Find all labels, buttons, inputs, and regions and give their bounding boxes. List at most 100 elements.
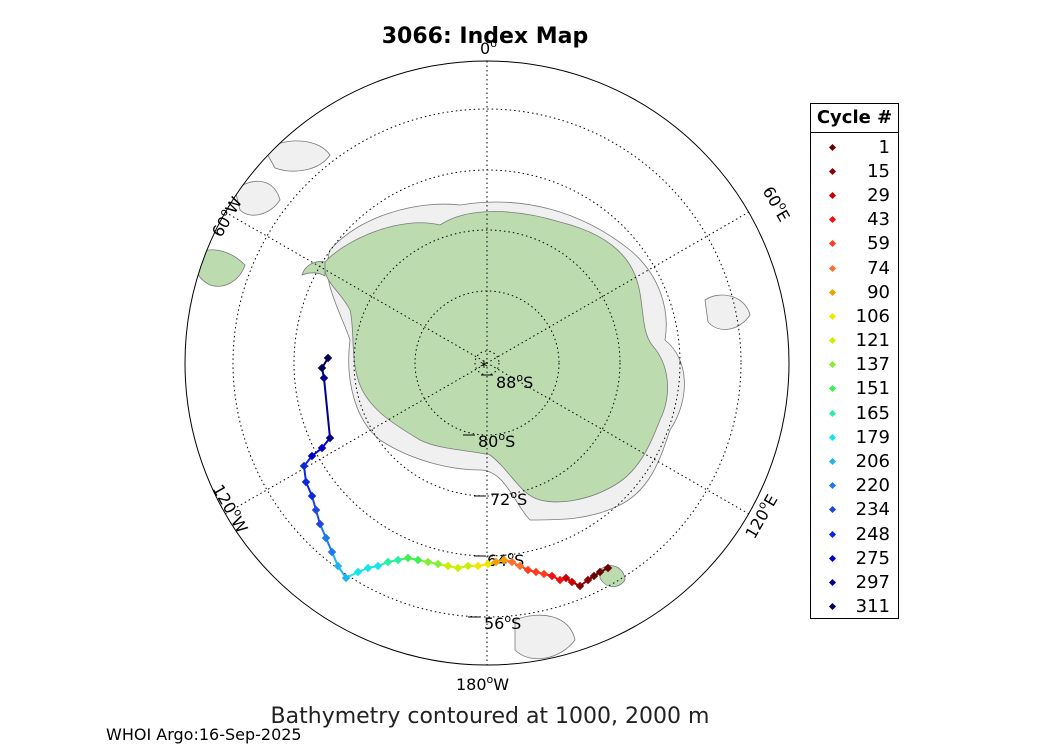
lon-label-180w: 180oW [456,673,509,694]
lat-label-56: 56oS [484,612,521,633]
legend-cycle-label: 90 [867,281,890,303]
legend-marker-icon [828,167,837,175]
lon-label-120w: 120oW [209,480,254,537]
legend-marker-icon [828,433,837,441]
south-america-land [193,249,246,287]
legend-cycle-label: 311 [855,596,890,618]
legend-item: 206 [811,449,898,473]
legend-item: 311 [811,595,898,619]
legend-marker-icon [828,191,837,200]
profile-point [383,557,393,567]
profile-point [595,567,605,577]
profile-point [473,561,483,571]
legend-cycle-label: 206 [855,451,890,473]
legend-list: 1 15 29 43 59 74 90 106 121 137 151 165 179 206 220 234… [811,133,898,619]
map-title: 3066: Index Map [381,24,589,49]
profile-point [327,547,337,557]
profile-point [393,555,403,565]
legend-title: Cycle # [811,104,898,133]
legend-marker-icon [828,506,837,514]
south-america-shelf [234,181,281,216]
legend-marker-icon [828,530,837,538]
legend-item: 275 [811,546,898,570]
meridian-120 [224,211,750,515]
profile-point [483,559,493,569]
tasmania-shelf [514,614,576,659]
legend-cycle-label: 165 [855,402,890,424]
cycle-legend: Cycle # 1 15 29 43 59 74 90 106 121 137 151 165 179 2… [810,103,899,619]
legend-marker-icon [828,578,837,587]
profile-point [499,555,509,565]
legend-item: 29 [811,183,898,207]
legend-cycle-label: 234 [855,499,890,521]
float-trajectory [299,353,613,591]
legend-cycle-label: 74 [867,257,890,279]
legend-cycle-label: 59 [867,233,890,255]
south-pole-marker: * [480,357,488,376]
profile-point [507,557,517,567]
lat-circle-72 [353,229,621,497]
profile-point [333,561,343,571]
profile-point [433,559,443,569]
legend-item: 165 [811,401,898,425]
antarctic-peninsula [301,261,326,277]
australia-shelf [704,294,751,330]
profile-point [575,581,585,591]
profile-point [341,573,351,583]
profile-point [567,577,577,587]
legend-item: 106 [811,304,898,328]
lat-label-72: 72oS [490,488,527,509]
legend-marker-icon [828,288,837,296]
profile-point [311,505,321,515]
lon-label-0: 0o [480,37,497,58]
legend-cycle-label: 29 [867,184,890,206]
bathymetry-caption: Bathymetry contoured at 1000, 2000 m [270,704,710,729]
legend-marker-icon [828,312,837,320]
profile-point [307,451,317,461]
profile-point [353,567,363,577]
legend-marker-icon [828,361,837,369]
profile-point [515,561,525,571]
lon-label-60e: 60oE [759,182,796,225]
track-segment [323,377,331,439]
legend-marker-icon [828,482,837,490]
profile-point [589,571,599,581]
legend-marker-icon [828,143,837,151]
profile-point [299,461,309,471]
legend-item: 121 [811,329,898,353]
legend-marker-icon [828,385,837,393]
legend-marker-icon [828,457,837,466]
lat-label-80: 80oS [478,430,515,451]
legend-cycle-label: 220 [855,475,890,497]
profile-point [603,563,613,573]
profile-point [423,557,433,567]
legend-cycle-label: 137 [855,354,890,376]
lat-label-88: 88oS [496,371,533,392]
legend-marker-icon [828,216,837,224]
legend-item: 1 [811,135,898,159]
legend-marker-icon [828,409,837,417]
legend-item: 220 [811,474,898,498]
profile-point [363,563,373,573]
profile-point [531,567,541,577]
profile-point [491,557,501,567]
lat-circle-56 [232,108,742,618]
lon-label-120e: 120oE [740,490,782,542]
profile-point [539,569,549,579]
legend-cycle-label: 15 [867,160,890,182]
antarctica-land [324,211,668,503]
legend-cycle-label: 43 [867,209,890,231]
legend-item: 179 [811,425,898,449]
legend-cycle-label: 275 [855,547,890,569]
profile-point [403,553,413,563]
profile-point [373,561,383,571]
legend-item: 234 [811,498,898,522]
new-zealand-land [599,565,626,587]
profile-point [547,571,557,581]
legend-item: 74 [811,256,898,280]
legend-marker-icon [828,337,837,345]
profile-point [307,491,317,501]
legend-marker-icon [828,603,837,611]
credit-label: WHOI Argo:16-Sep-2025 [106,725,302,744]
africa-shelf [264,140,331,172]
